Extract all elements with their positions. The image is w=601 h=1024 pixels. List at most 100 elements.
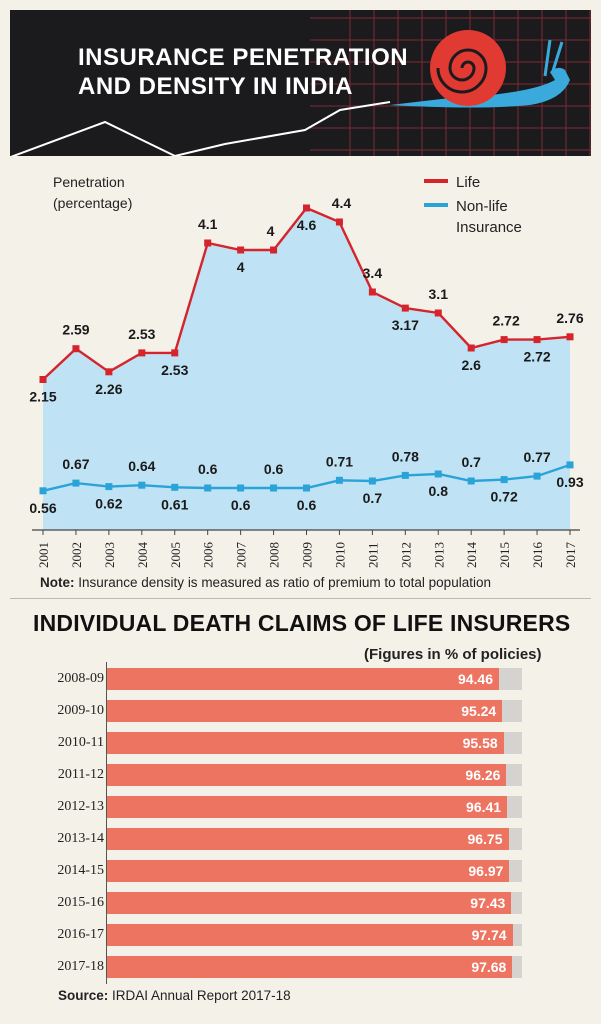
life-data-label: 4	[237, 259, 245, 275]
bar-category-label: 2012-13	[57, 799, 104, 814]
life-data-label: 2.72	[523, 349, 550, 365]
x-tick-label: 2006	[201, 542, 216, 569]
life-data-label: 2.53	[161, 362, 188, 378]
bar-value-label: 94.46	[457, 671, 493, 687]
life-data-label: 3.17	[392, 317, 419, 333]
life-point	[39, 376, 47, 383]
nonlife-data-label: 0.6	[264, 461, 284, 477]
page-title: INSURANCE PENETRATION AND DENSITY IN IND…	[78, 44, 409, 100]
life-data-label: 2.15	[29, 389, 56, 405]
nonlife-data-label: 0.78	[392, 448, 419, 464]
bar-row: 2014-15 96.97	[10, 854, 591, 886]
claims-units-label: (Figures in % of policies)	[364, 646, 542, 663]
bar-category-label: 2013-14	[57, 831, 104, 846]
x-tick-label: 2015	[497, 542, 512, 568]
bar-value-label: 97.68	[471, 959, 507, 975]
life-data-label: 2.6	[461, 357, 481, 373]
y-axis-label: (percentage)	[53, 195, 132, 211]
x-tick-label: 2014	[464, 542, 479, 569]
bar-category-label: 2014-15	[57, 863, 104, 878]
bar-row: 2012-13 96.41	[10, 790, 591, 822]
nonlife-point	[467, 477, 475, 485]
legend-nonlife-label: Non-life	[456, 198, 508, 215]
life-data-label: 2.26	[95, 381, 122, 397]
snail-shell	[430, 30, 506, 106]
snail-shell-spiral	[436, 48, 488, 94]
x-tick-label: 2013	[431, 542, 446, 568]
bar-value-label: 96.97	[468, 863, 504, 879]
nonlife-point	[138, 481, 146, 489]
chart-note: Note: Insurance density is measured as r…	[40, 575, 491, 590]
life-point	[335, 218, 343, 226]
life-point	[467, 344, 475, 352]
life-point	[105, 368, 113, 376]
bar-row: 2009-10 95.24	[10, 694, 591, 726]
life-data-label: 2.53	[128, 326, 155, 342]
nonlife-data-label: 0.77	[523, 449, 550, 465]
nonlife-point	[39, 487, 47, 495]
nonlife-point	[303, 484, 310, 492]
bar: 96.41	[107, 796, 508, 818]
nonlife-data-label: 0.6	[198, 461, 218, 477]
life-point	[303, 204, 310, 212]
bar: 94.46	[107, 668, 499, 690]
bar-value-label: 95.24	[461, 703, 497, 719]
life-point	[72, 345, 80, 353]
penetration-chart-svg: 2001 2002 2003 2004 2005 2006 2007 2008 2009 2010…	[29, 174, 583, 569]
x-tick-label: 2004	[135, 542, 150, 569]
source-note: Source: IRDAI Annual Report 2017-18	[58, 988, 291, 1003]
nonlife-data-label: 0.6	[297, 497, 317, 513]
x-tick-label: 2002	[69, 542, 84, 568]
bar-value-label: 96.75	[467, 831, 503, 847]
nonlife-data-label: 0.6	[231, 497, 251, 513]
source-label: Source:	[58, 988, 109, 1003]
nonlife-point	[566, 461, 574, 469]
x-tick-label: 2005	[168, 542, 183, 568]
legend-nonlife-label: Insurance	[456, 219, 522, 236]
header-illustration	[10, 10, 591, 156]
x-tick-label: 2007	[234, 542, 249, 569]
x-tick-label: 2012	[398, 542, 413, 568]
note-label: Note:	[40, 575, 75, 590]
life-point	[566, 333, 574, 341]
bar-category-label: 2011-12	[57, 767, 104, 782]
life-point	[138, 349, 146, 357]
bar-category-label: 2015-16	[57, 895, 104, 910]
nonlife-data-label: 0.56	[29, 500, 56, 516]
bar-track: 97.68	[107, 956, 522, 978]
life-point	[401, 304, 409, 312]
bar-value-label: 95.58	[462, 735, 498, 751]
bar: 96.26	[107, 764, 507, 786]
x-tick-label: 2010	[332, 542, 347, 568]
life-point	[171, 349, 179, 357]
nonlife-point	[72, 479, 80, 487]
bar-value-label: 97.74	[471, 927, 507, 943]
life-point	[270, 246, 278, 254]
nonlife-data-label: 0.72	[491, 489, 518, 505]
legend-life-label: Life	[456, 174, 480, 191]
nonlife-point	[368, 477, 376, 485]
nonlife-point	[105, 483, 113, 491]
life-data-label: 2.72	[493, 313, 520, 329]
bar-value-label: 97.43	[470, 895, 506, 911]
life-data-label: 2.76	[556, 310, 583, 326]
nonlife-point	[171, 483, 179, 491]
life-point	[500, 336, 508, 344]
life-data-label: 3.1	[429, 286, 449, 302]
claims-chart-title: INDIVIDUAL DEATH CLAIMS OF LIFE INSURERS	[33, 610, 571, 636]
divider	[10, 598, 591, 599]
bar-row: 2016-17 97.74	[10, 918, 591, 950]
x-tick-label: 2011	[365, 542, 380, 568]
life-area	[43, 208, 570, 530]
nonlife-data-label: 0.8	[429, 483, 449, 499]
life-data-label: 4.1	[198, 216, 218, 232]
nonlife-data-label: 0.71	[326, 453, 353, 469]
x-tick-label: 2001	[36, 542, 51, 568]
life-data-label: 3.4	[363, 265, 383, 281]
bar-row: 2013-14 96.75	[10, 822, 591, 854]
nonlife-point	[270, 484, 278, 492]
bar-value-label: 96.41	[466, 799, 502, 815]
x-tick-label: 2017	[563, 542, 578, 569]
x-tick-label: 2016	[530, 542, 545, 569]
bar-row: 2011-12 96.26	[10, 758, 591, 790]
